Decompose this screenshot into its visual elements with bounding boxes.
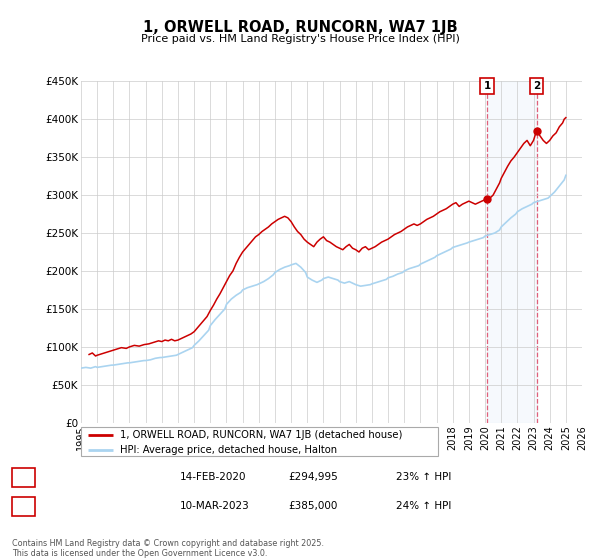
- Text: 14-FEB-2020: 14-FEB-2020: [180, 472, 247, 482]
- Text: 2: 2: [533, 81, 540, 91]
- Text: 24% ↑ HPI: 24% ↑ HPI: [396, 501, 451, 511]
- Text: 23% ↑ HPI: 23% ↑ HPI: [396, 472, 451, 482]
- Text: HPI: Average price, detached house, Halton: HPI: Average price, detached house, Halt…: [120, 445, 337, 455]
- Text: 1: 1: [20, 472, 27, 482]
- Text: 1, ORWELL ROAD, RUNCORN, WA7 1JB: 1, ORWELL ROAD, RUNCORN, WA7 1JB: [143, 20, 457, 35]
- Text: Price paid vs. HM Land Registry's House Price Index (HPI): Price paid vs. HM Land Registry's House …: [140, 34, 460, 44]
- Text: 10-MAR-2023: 10-MAR-2023: [180, 501, 250, 511]
- Text: 1, ORWELL ROAD, RUNCORN, WA7 1JB (detached house): 1, ORWELL ROAD, RUNCORN, WA7 1JB (detach…: [120, 431, 403, 440]
- Text: 2: 2: [20, 501, 27, 511]
- Text: 1: 1: [484, 81, 491, 91]
- Text: £385,000: £385,000: [288, 501, 337, 511]
- Bar: [487, 81, 536, 423]
- Text: Contains HM Land Registry data © Crown copyright and database right 2025.
This d: Contains HM Land Registry data © Crown c…: [12, 539, 324, 558]
- Text: £294,995: £294,995: [288, 472, 338, 482]
